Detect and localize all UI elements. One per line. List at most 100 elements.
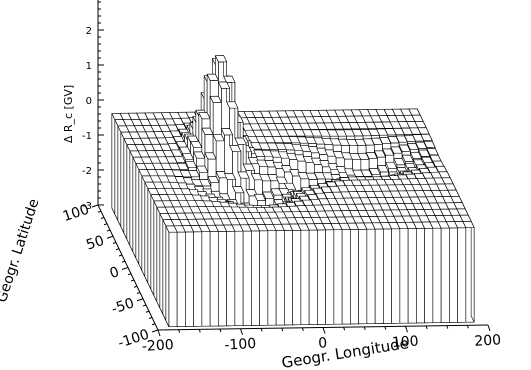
surface-wall-south [341,145,350,154]
surface-wall-south [401,150,411,156]
surface-wall-south [176,231,186,327]
y-minor-tick [145,310,150,313]
surface-wall-south [398,141,408,146]
surface-wall-south [185,231,194,327]
y-minor-tick [148,317,153,319]
surface-wall-west [144,182,149,284]
surface-wall-south [218,231,227,327]
surface-wall-south [399,228,409,324]
y-minor-tick [151,323,156,326]
z-tick-label: 3 [86,0,92,2]
surface-wall-south [209,231,219,327]
x-tick-label: -200 [142,337,175,355]
surface-cell-top [288,136,301,144]
y-tick-label: 0 [108,264,121,282]
y-minor-tick [97,210,102,213]
surface-wall-south [449,227,458,323]
surface-cell-top [226,101,239,109]
x-tick [405,326,408,333]
surface-wall-south [350,229,359,325]
surface-wall-south [314,164,323,173]
x-tick [322,327,326,334]
x-tick-label: 0 [318,335,328,351]
x-minor-tick [466,325,469,329]
surface-wall-south [201,118,211,129]
surface-wall-west [150,194,155,296]
x-tick-label: 100 [392,334,420,351]
surface-wall-west [135,163,140,265]
surface-cell-top [232,186,245,194]
surface-wall-south [335,157,345,167]
y-tick [151,329,159,333]
surface-wall-south [432,227,442,323]
surface-wall-south [272,156,282,163]
surface-wall-south [382,143,392,150]
y-minor-tick [112,242,117,244]
surface-wall-west [203,75,208,117]
surface-wall-west [123,138,128,240]
z-tick-label: 1 [86,61,92,72]
y-minor-tick [142,304,147,307]
surface-cell-top [417,127,430,135]
surface-wall-south [393,152,403,159]
z-tick-label: 2 [86,26,92,37]
surface-cell-top [289,169,302,177]
surface-wall-east [470,221,475,323]
surface-wall-south [218,177,228,195]
surface-cell-top [267,174,280,182]
surface-wall-south [308,229,318,325]
y-minor-tick [130,279,135,282]
surface-wall-south [324,144,334,151]
surface-wall-south [332,144,342,152]
surface-wall-south [297,160,307,173]
surface-cell-top [223,173,237,181]
y-minor-tick [133,285,138,288]
surface-cell-top [229,145,242,153]
x-tick-label: -100 [224,336,257,354]
surface-wall-south [380,171,389,177]
surface-wall-west [147,188,152,290]
surface-wall-south [377,156,386,167]
surface-wall-south [357,145,367,154]
surface-wall-south [311,152,320,159]
surface-wall-south [275,230,285,326]
x-axis-title: Geogr. Longitude [280,334,410,370]
surface-wall-south [199,171,209,180]
surface-mesh [111,55,475,328]
surface-wall-south [371,135,380,139]
surface-cell-top [319,160,332,168]
surface-wall-south [338,135,347,140]
surface-wall-south [352,159,362,171]
surface-cell-top [335,166,348,174]
surface-wall-south [305,162,315,174]
surface-wall-south [284,230,293,326]
surface-cell-top [423,140,436,148]
surface-wall-south [346,135,356,140]
x-minor-tick [446,325,449,329]
surface-wall-west [120,132,125,234]
x-minor-tick [219,328,222,333]
surface-wall-south [193,147,203,153]
surface-wall-south [366,228,376,324]
surface-wall-west [159,213,164,315]
surface-cell-top [223,75,236,83]
surface-wall-south [344,158,353,170]
surface-wall-south [259,165,269,175]
x-tick [157,329,161,337]
surface-wall-south [374,144,383,152]
surface-wall-south [368,158,378,169]
surface-wall-south [396,164,406,168]
surface-wall-west [114,119,119,221]
surface-wall-south [390,142,400,148]
surface-cell-top [302,155,315,163]
z-tick-label: -1 [82,131,92,142]
surface-wall-south [302,151,312,157]
surface-wall-south [308,143,317,147]
surface-cell-top [214,55,228,63]
surface-wall-south [300,229,310,325]
surface-wall-south [204,133,214,154]
y-tick [91,204,99,208]
z-tick-label: -2 [82,166,92,177]
y-minor-tick [115,248,120,251]
surface-wall-south [317,229,326,325]
